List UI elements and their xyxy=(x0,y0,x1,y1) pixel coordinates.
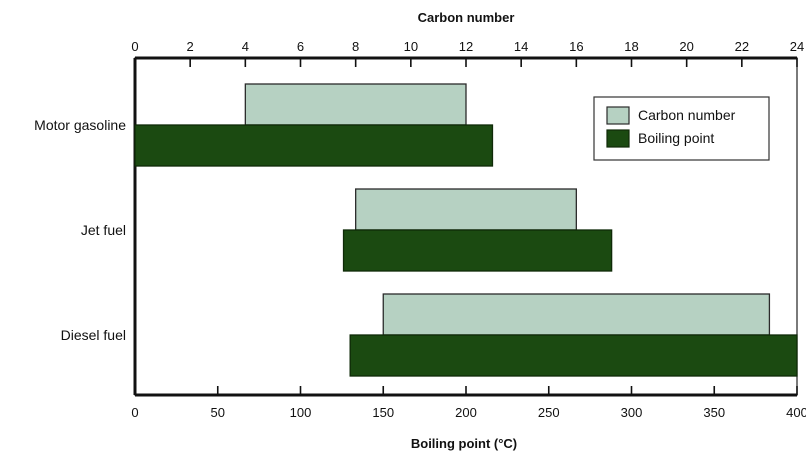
bars-layer xyxy=(134,83,798,377)
legend-swatch-boiling-point xyxy=(606,129,630,148)
top-tick-label-24: 24 xyxy=(790,39,804,54)
bar-carbon-number-motor-gasoline xyxy=(244,83,467,126)
bottom-axis-title: Boiling point (°C) xyxy=(411,436,517,451)
legend: Carbon number Boiling point xyxy=(593,96,770,161)
top-tick-label-20: 20 xyxy=(679,39,693,54)
category-label-diesel-fuel: Diesel fuel xyxy=(61,327,126,343)
bottom-tick-label-350: 350 xyxy=(703,405,725,420)
top-tick-label-12: 12 xyxy=(459,39,473,54)
bottom-tick-label-50: 50 xyxy=(211,405,225,420)
top-tick-label-8: 8 xyxy=(352,39,359,54)
bar-carbon-number-diesel-fuel xyxy=(382,293,771,336)
bar-boiling-point-motor-gasoline xyxy=(134,124,494,167)
bottom-tick-label-0: 0 xyxy=(131,405,138,420)
category-label-motor-gasoline: Motor gasoline xyxy=(34,117,126,133)
top-tick-label-22: 22 xyxy=(735,39,749,54)
bottom-tick-label-250: 250 xyxy=(538,405,560,420)
legend-swatch-carbon-number xyxy=(606,106,630,125)
legend-label-boiling-point: Boiling point xyxy=(638,130,714,146)
bottom-tick-label-400: 400 xyxy=(786,405,806,420)
bar-carbon-number-jet-fuel xyxy=(355,188,577,231)
legend-label-carbon-number: Carbon number xyxy=(638,107,736,123)
bottom-tick-label-150: 150 xyxy=(372,405,394,420)
top-axis-title: Carbon number xyxy=(418,10,515,25)
bar-boiling-point-jet-fuel xyxy=(342,229,613,272)
axes-layer: 0 2 4 6 8 10 12 14 16 18 20 22 240 50 100 150 200 250 300 3… xyxy=(131,39,806,420)
top-tick-label-6: 6 xyxy=(297,39,304,54)
category-label-jet-fuel: Jet fuel xyxy=(81,222,126,238)
top-tick-label-14: 14 xyxy=(514,39,528,54)
bottom-tick-label-100: 100 xyxy=(290,405,312,420)
top-tick-label-10: 10 xyxy=(404,39,418,54)
top-tick-label-16: 16 xyxy=(569,39,583,54)
bottom-tick-label-300: 300 xyxy=(621,405,643,420)
category-labels: Motor gasoline Jet fuel Diesel fuel xyxy=(34,117,126,343)
top-tick-label-0: 0 xyxy=(131,39,138,54)
bottom-tick-label-200: 200 xyxy=(455,405,477,420)
top-tick-label-18: 18 xyxy=(624,39,638,54)
bar-boiling-point-diesel-fuel xyxy=(349,334,798,377)
top-tick-label-2: 2 xyxy=(187,39,194,54)
top-tick-label-4: 4 xyxy=(242,39,249,54)
